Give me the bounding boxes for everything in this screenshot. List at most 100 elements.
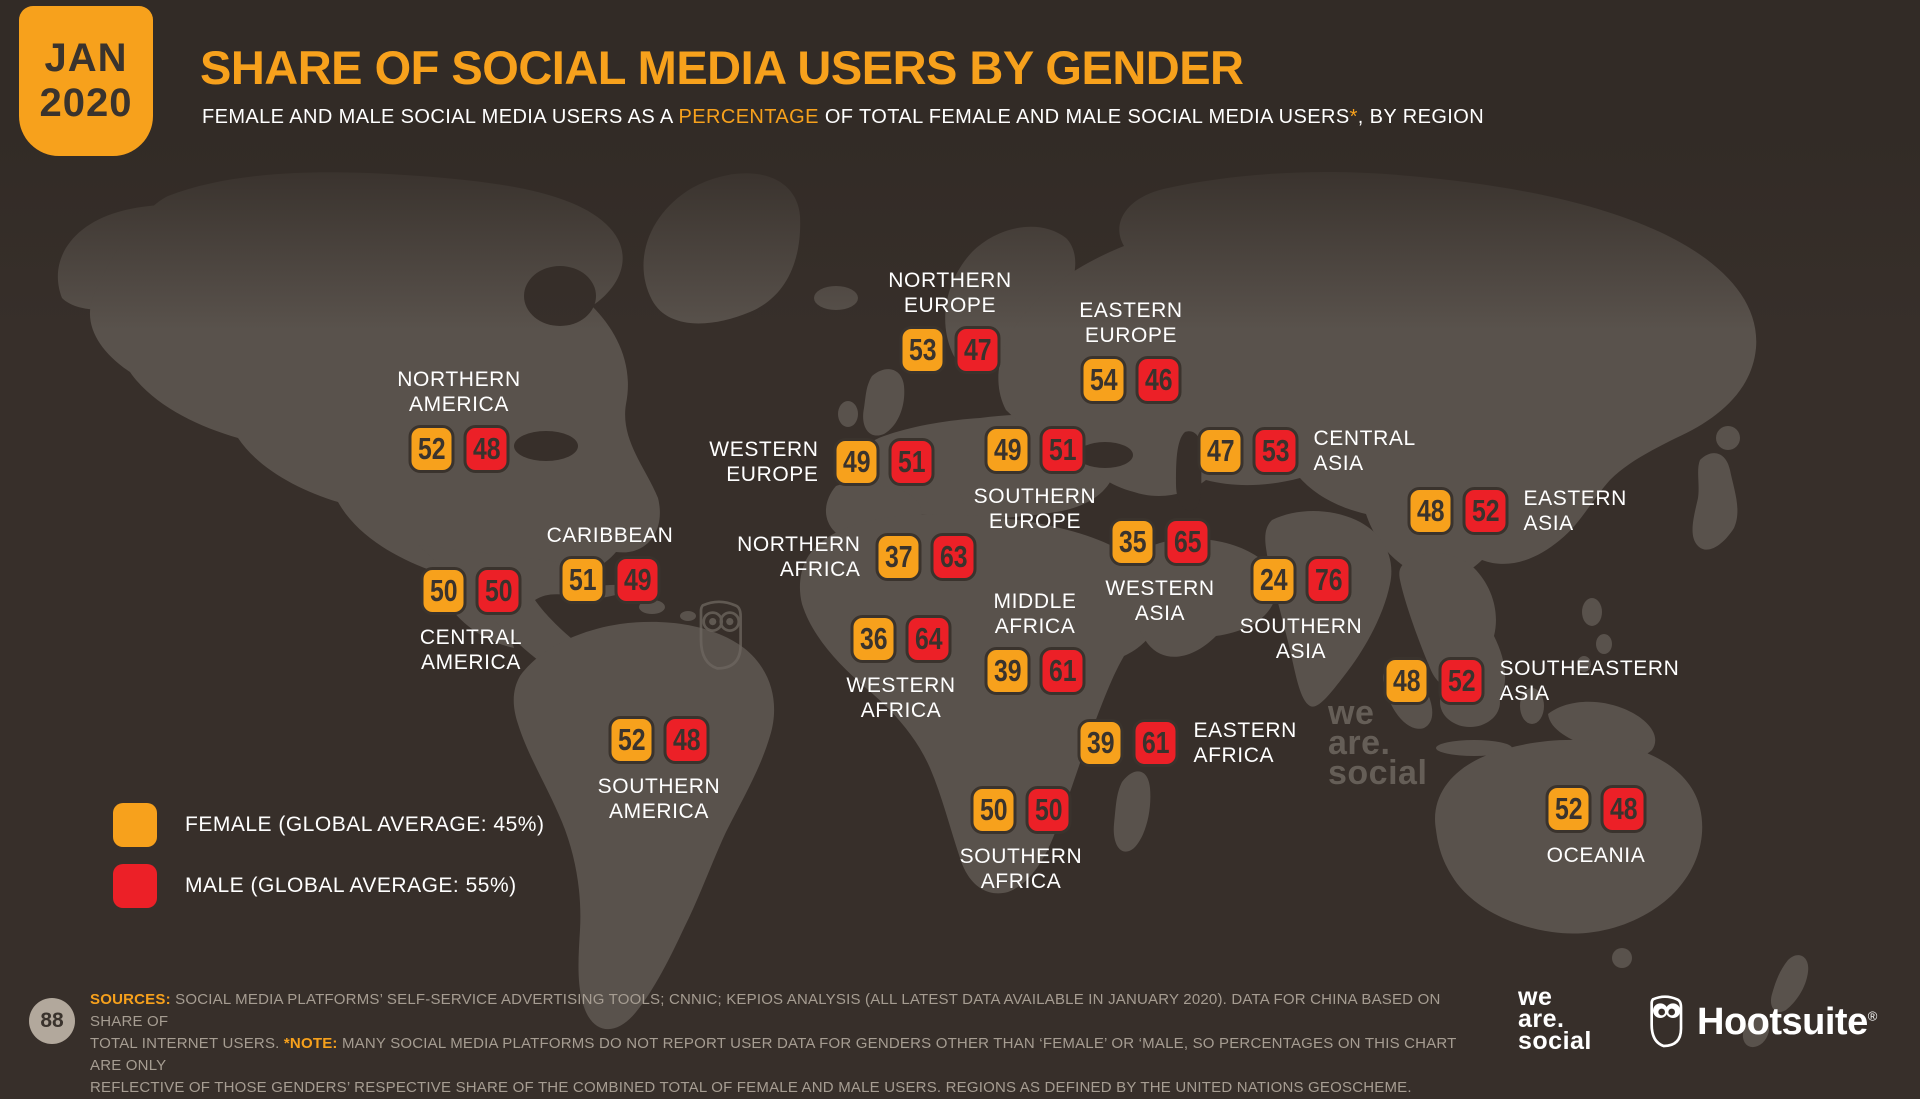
male-share-badge: 48 [463,425,510,473]
female-share-badge: 54 [1080,356,1127,404]
male-share-badge: 48 [1600,785,1647,833]
region-label: WESTERN EUROPE [709,437,819,486]
region-marker-eastern-asia: 48 52 EASTERN ASIA [1407,487,1626,535]
sources-text: SOCIAL MEDIA PLATFORMS’ SELF-SERVICE ADV… [90,991,1441,1030]
female-share-badge: 35 [1109,518,1156,566]
region-marker-central-asia: 47 53 CENTRAL ASIA [1197,427,1415,475]
region-label: SOUTHEASTERN ASIA [1499,656,1680,705]
subtitle-text: OF TOTAL FEMALE AND MALE SOCIAL MEDIA US… [818,106,1350,128]
region-label: MIDDLE AFRICA [993,589,1077,638]
region-label: NORTHERN AMERICA [397,367,521,416]
logo-line: are. [1518,1005,1565,1033]
gender-share-badges: 48 52 [1407,487,1509,535]
logo-line: social [1518,1027,1592,1055]
header-shade [0,0,1920,330]
region-marker-western-asia: 35 65 WESTERN ASIA [1105,518,1214,625]
gender-share-badges: 50 50 [420,567,522,615]
page-title: SHARE OF SOCIAL MEDIA USERS BY GENDER [200,41,1244,94]
male-share-badge: 46 [1135,356,1182,404]
gender-share-badges: 36 64 [850,615,952,663]
gender-share-badges: 39 61 [984,647,1086,695]
hootsuite-logo: Hootsuite® [1645,992,1877,1052]
male-share-badge: 49 [614,556,661,604]
region-marker-western-africa: 36 64 WESTERN AFRICA [846,615,955,722]
female-share-badge: 51 [559,556,606,604]
gender-share-badges: 24 76 [1250,556,1352,604]
we-are-social-watermark: we are. social [1328,696,1428,792]
male-share-badge: 61 [1132,719,1179,767]
region-marker-central-america: 50 50 CENTRAL AMERICA [420,567,522,674]
gender-share-badges: 53 47 [899,326,1001,374]
owl-watermark-icon [699,600,742,670]
male-share-badge: 53 [1252,427,1299,475]
region-marker-northern-america: 52 48 NORTHERN AMERICA [397,368,520,473]
legend: FEMALE (GLOBAL AVERAGE: 45%) MALE (GLOBA… [113,803,544,925]
sources-text: TOTAL INTERNET USERS. [90,1035,284,1052]
female-share-badge: 52 [1545,785,1592,833]
female-share-badge: 52 [408,425,455,473]
female-share-badge: 50 [420,567,467,615]
male-share-badge: 47 [954,326,1001,374]
hootsuite-owl-icon [1650,995,1683,1048]
region-marker-eastern-africa: 39 61 EASTERN AFRICA [1077,719,1296,767]
male-share-badge: 63 [930,533,977,581]
female-share-badge: 48 [1383,657,1430,705]
region-label: EASTERN ASIA [1523,486,1627,535]
male-share-badge: 48 [663,716,710,764]
female-share-badge: 52 [608,716,655,764]
subtitle-highlight: PERCENTAGE [678,106,819,128]
region-label: CARIBBEAN [546,523,674,547]
subtitle-asterisk: * [1349,106,1358,128]
region-marker-oceania: 52 48 OCEANIA [1545,785,1647,867]
female-share-badge: 53 [899,326,946,374]
region-label: NORTHERN AFRICA [737,532,861,581]
gender-share-badges: 51 49 [559,556,661,604]
male-share-badge: 51 [1039,426,1086,474]
date-year: 2020 [39,81,133,125]
gender-share-badges: 52 48 [608,716,710,764]
legend-row-male: MALE (GLOBAL AVERAGE: 55%) [113,864,544,908]
region-marker-northern-africa: 37 63 NORTHERN AFRICA [737,533,977,581]
gender-share-badges: 39 61 [1077,719,1179,767]
logo-line: we [1518,983,1553,1011]
we-are-social-logo: we are. social [1518,983,1592,1055]
gender-share-badges: 48 52 [1383,657,1485,705]
region-marker-northern-europe: 53 47 NORTHERN EUROPE [888,269,1011,374]
female-share-badge: 37 [875,533,922,581]
subtitle-text: , BY REGION [1357,106,1485,128]
female-share-badge: 36 [850,615,897,663]
sources-label: SOURCES: [90,991,171,1008]
male-share-badge: 50 [1025,786,1072,834]
region-marker-caribbean: 51 49 CARIBBEAN [547,524,673,604]
region-marker-southern-america: 52 48 SOUTHERN AMERICA [598,716,720,823]
region-marker-middle-africa: 39 61 MIDDLE AFRICA [984,590,1086,695]
male-share-badge: 65 [1164,518,1211,566]
note-label: *NOTE: [283,1035,338,1052]
gender-share-badges: 37 63 [875,533,977,581]
male-share-badge: 52 [1462,487,1509,535]
male-share-badge: 64 [905,615,952,663]
gender-share-badges: 50 50 [970,786,1072,834]
female-legend-label: FEMALE (GLOBAL AVERAGE: 45%) [185,813,545,836]
region-label: OCEANIA [1546,844,1646,867]
legend-row-female: FEMALE (GLOBAL AVERAGE: 45%) [113,803,544,847]
gender-share-badges: 52 48 [1545,785,1647,833]
region-label: SOUTHERN EUROPE [973,485,1097,534]
female-legend-swatch [113,803,157,847]
female-share-badge: 49 [984,426,1031,474]
region-label: EASTERN EUROPE [1079,298,1183,347]
region-marker-southern-africa: 50 50 SOUTHERN AFRICA [960,786,1082,893]
gender-share-badges: 49 51 [984,426,1086,474]
region-label: CENTRAL AMERICA [419,626,523,675]
sources-text: REFLECTIVE OF THOSE GENDERS’ RESPECTIVE … [90,1079,1412,1096]
region-label: SOUTHERN AFRICA [959,845,1083,894]
region-marker-eastern-europe: 54 46 EASTERN EUROPE [1079,299,1182,404]
gender-share-badges: 54 46 [1080,356,1182,404]
female-share-badge: 39 [984,647,1031,695]
region-label: WESTERN AFRICA [846,674,956,723]
watermark-line: are. [1328,724,1391,762]
page-number-badge: 88 [29,998,75,1044]
watermark-line: social [1328,754,1428,792]
